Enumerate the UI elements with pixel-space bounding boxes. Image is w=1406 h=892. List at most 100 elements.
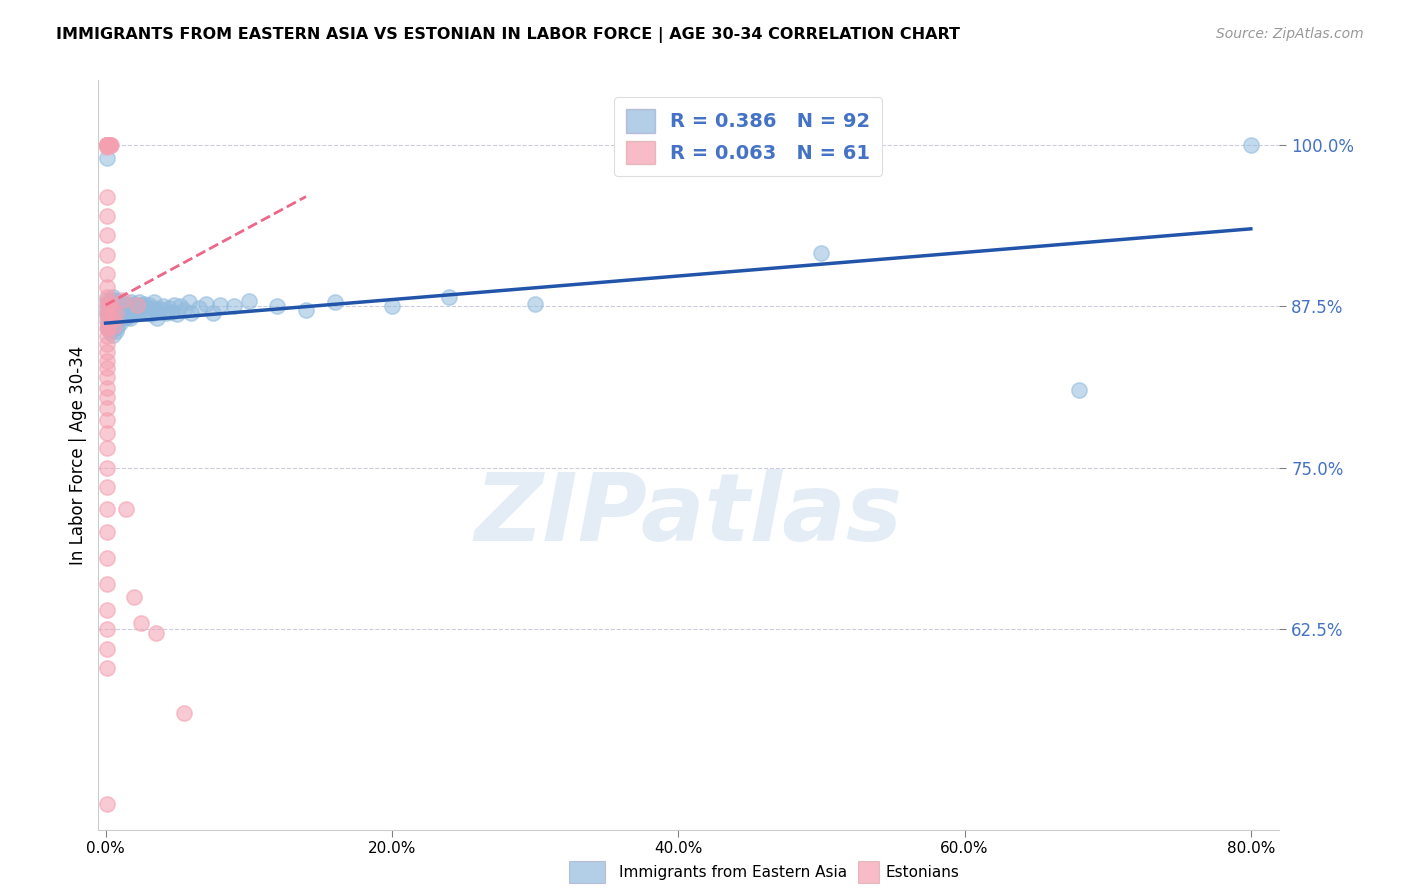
Point	[166, 307, 188, 321]
Y-axis label: In Labor Force | Age 30-34: In Labor Force | Age 30-34	[69, 345, 87, 565]
Point	[96, 401, 118, 416]
Point	[96, 413, 118, 427]
Text: ZIPatlas: ZIPatlas	[475, 469, 903, 561]
Point	[105, 320, 128, 334]
Point	[96, 525, 118, 540]
Point	[118, 310, 141, 325]
Point	[96, 151, 118, 165]
Point	[105, 310, 128, 325]
Point	[96, 370, 118, 384]
Point	[155, 306, 177, 320]
Point	[101, 290, 124, 304]
Point	[149, 301, 172, 316]
Point	[135, 306, 157, 320]
Point	[107, 313, 129, 327]
Point	[97, 137, 120, 152]
Point	[134, 297, 156, 311]
Point	[201, 306, 224, 320]
Point	[524, 297, 547, 311]
Point	[141, 307, 163, 321]
Point	[96, 460, 118, 475]
Point	[96, 209, 118, 223]
Point	[101, 312, 124, 326]
Point	[112, 298, 135, 312]
Point	[96, 661, 118, 675]
Point	[121, 299, 143, 313]
Point	[96, 361, 118, 376]
Point	[96, 329, 118, 343]
Point	[224, 299, 246, 313]
Point	[97, 316, 120, 330]
Point	[114, 301, 136, 316]
Point	[157, 301, 180, 315]
Text: Source: ZipAtlas.com: Source: ZipAtlas.com	[1216, 27, 1364, 41]
Point	[142, 301, 165, 315]
Point	[810, 246, 832, 260]
Point	[666, 140, 689, 154]
Point	[97, 297, 120, 311]
Point	[163, 298, 186, 312]
Point	[97, 309, 120, 323]
Point	[146, 310, 169, 325]
Point	[104, 324, 127, 338]
Point	[108, 307, 131, 321]
Point	[105, 303, 128, 318]
Point	[108, 299, 131, 313]
Point	[96, 551, 118, 566]
Point	[173, 303, 195, 318]
Point	[96, 137, 118, 152]
Point	[1067, 384, 1090, 398]
Point	[114, 502, 136, 516]
Point	[96, 137, 118, 152]
Point	[110, 295, 132, 310]
Point	[111, 309, 134, 323]
Point	[98, 316, 121, 330]
Point	[295, 303, 318, 318]
Point	[160, 304, 183, 318]
Point	[143, 295, 166, 310]
Point	[96, 248, 118, 262]
Text: Estonians: Estonians	[886, 865, 960, 880]
Point	[100, 137, 122, 152]
Point	[96, 502, 118, 516]
Point	[96, 189, 118, 203]
Point	[180, 306, 202, 320]
Point	[96, 313, 118, 327]
Point	[96, 293, 118, 307]
Point	[177, 295, 200, 310]
Point	[96, 442, 118, 456]
Point	[96, 306, 118, 320]
Point	[97, 321, 120, 335]
Point	[103, 293, 125, 307]
Point	[96, 381, 118, 395]
Point	[98, 137, 121, 152]
Point	[96, 641, 118, 656]
Point	[96, 280, 118, 294]
Point	[96, 137, 118, 152]
Point	[101, 309, 124, 323]
Point	[97, 295, 120, 310]
Point	[107, 297, 129, 311]
Point	[96, 137, 118, 152]
Legend: R = 0.386   N = 92, R = 0.063   N = 61: R = 0.386 N = 92, R = 0.063 N = 61	[614, 97, 882, 176]
Point	[96, 353, 118, 368]
Point	[100, 295, 122, 310]
Point	[97, 321, 120, 335]
Point	[96, 290, 118, 304]
Point	[145, 303, 167, 318]
Point	[96, 577, 118, 591]
Text: IMMIGRANTS FROM EASTERN ASIA VS ESTONIAN IN LABOR FORCE | AGE 30-34 CORRELATION : IMMIGRANTS FROM EASTERN ASIA VS ESTONIAN…	[56, 27, 960, 43]
Point	[122, 590, 145, 604]
Point	[98, 307, 121, 321]
Point	[100, 301, 122, 316]
Point	[98, 325, 121, 339]
Point	[103, 310, 125, 325]
Point	[96, 480, 118, 494]
Point	[112, 306, 135, 320]
Point	[131, 298, 153, 312]
Point	[125, 301, 148, 315]
Point	[101, 318, 124, 333]
Point	[97, 306, 120, 320]
Point	[98, 299, 121, 313]
Point	[118, 301, 141, 316]
